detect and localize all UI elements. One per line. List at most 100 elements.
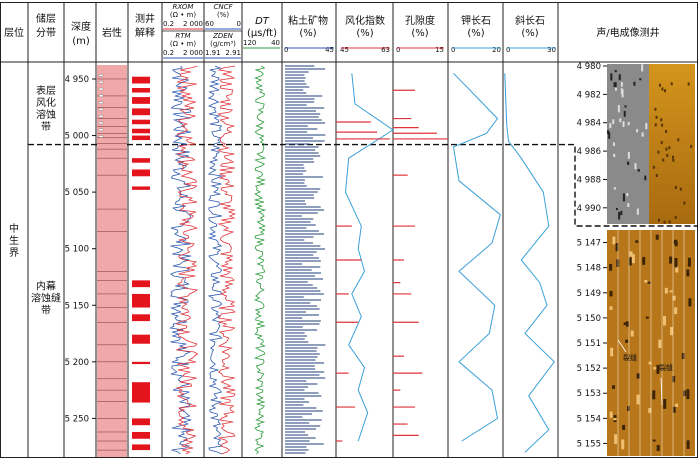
image-upper-tick-label: 4 982 xyxy=(577,90,601,100)
image-lower-tick-label: 5 150 xyxy=(577,314,601,324)
acoustic-texture xyxy=(645,122,648,130)
rtm-max: 2 000 xyxy=(183,49,203,57)
acoustic-texture xyxy=(613,153,616,158)
lower-texture xyxy=(613,417,617,421)
lower-texture xyxy=(674,307,678,315)
acoustic-texture xyxy=(614,69,617,73)
lithology-symbol xyxy=(98,115,104,118)
interp-interval xyxy=(132,128,150,134)
clay-title: 粘土矿物 xyxy=(288,14,328,27)
lower-texture xyxy=(629,251,633,257)
fracture-label: 裂缝 xyxy=(623,353,637,362)
electric-texture xyxy=(654,123,657,127)
acoustic-texture xyxy=(636,129,639,133)
plagioclase-line xyxy=(504,73,555,453)
image-upper-tick-label: 4 990 xyxy=(577,204,601,214)
rxom-unit: (Ω • m) xyxy=(170,11,196,19)
electric-texture xyxy=(654,107,657,111)
interp-interval xyxy=(132,158,150,163)
interp-interval xyxy=(132,293,150,308)
lower-texture xyxy=(609,290,613,297)
interp-interval xyxy=(132,314,150,322)
dt-unit: (μs/ft) xyxy=(247,28,277,39)
kfs-title: 钾长石 xyxy=(461,14,491,27)
acoustic-texture xyxy=(622,121,625,128)
rxom-max: 2 000 xyxy=(183,20,203,28)
lower-texture xyxy=(642,257,646,265)
lower-texture xyxy=(630,330,634,337)
interp-header-2: 解释 xyxy=(135,26,155,39)
kfs-unit: (%) xyxy=(467,28,484,39)
zone-label: 带 xyxy=(41,304,51,316)
acoustic-texture xyxy=(617,104,620,113)
interp-interval xyxy=(132,76,150,84)
interp-interval xyxy=(132,280,150,288)
lower-texture xyxy=(672,406,676,413)
acoustic-texture xyxy=(627,161,630,166)
lower-texture xyxy=(652,390,656,400)
interp-interval xyxy=(132,431,150,439)
weathering-index-line xyxy=(344,73,394,442)
lower-texture xyxy=(636,394,640,405)
image-header: 声/电成像测井 xyxy=(596,26,659,39)
electric-texture xyxy=(677,138,680,142)
lower-texture xyxy=(609,263,613,271)
zden-min: 1.91 xyxy=(205,49,221,57)
lower-texture xyxy=(622,424,626,430)
acoustic-texture xyxy=(634,163,637,170)
lithology-symbol xyxy=(98,74,104,77)
lower-texture xyxy=(627,406,631,411)
image-upper-tick-label: 4 986 xyxy=(577,147,601,157)
acoustic-texture xyxy=(618,74,621,81)
rxom-curve xyxy=(169,65,192,455)
rxom-min: 0.2 xyxy=(163,20,174,28)
electric-texture xyxy=(662,158,665,162)
electric-texture xyxy=(657,218,660,222)
electric-texture xyxy=(674,185,677,189)
acoustic-texture xyxy=(615,208,618,211)
image-lower-tick-label: 5 154 xyxy=(577,414,601,424)
lower-texture xyxy=(688,298,692,307)
lithology-symbol xyxy=(98,101,104,104)
lower-texture xyxy=(670,326,674,336)
electric-texture xyxy=(687,82,690,86)
electric-texture xyxy=(663,220,666,224)
depth-tick-label: 5 150 xyxy=(65,301,89,311)
rtm-title: RTM xyxy=(175,32,190,40)
acoustic-texture xyxy=(620,210,623,216)
lower-texture xyxy=(658,339,662,348)
lower-texture xyxy=(631,254,635,264)
dt-max: 40 xyxy=(271,39,280,47)
lower-texture xyxy=(681,352,685,360)
weath-max: 63 xyxy=(381,46,390,54)
acoustic-texture xyxy=(607,130,610,135)
depth-tick-label: 4 950 xyxy=(65,75,89,85)
interp-interval xyxy=(132,361,150,365)
layer-header: 层位 xyxy=(4,26,24,39)
kfs-min: 0 xyxy=(451,46,455,54)
layer-label: 中 xyxy=(9,222,19,235)
zone-label: 表层 xyxy=(36,84,56,97)
lower-texture xyxy=(673,239,677,245)
acoustic-texture xyxy=(627,121,630,126)
electric-texture xyxy=(652,165,655,169)
lithology-symbol xyxy=(98,108,104,111)
lower-texture xyxy=(664,287,668,294)
lower-texture xyxy=(636,373,640,379)
lower-texture xyxy=(615,243,619,252)
acoustic-texture xyxy=(612,142,615,146)
lower-texture xyxy=(647,281,651,284)
lower-texture xyxy=(635,240,639,243)
lithology-symbol xyxy=(98,81,104,84)
acoustic-texture xyxy=(619,118,622,123)
lower-texture xyxy=(648,408,652,413)
image-lower-tick-label: 5 149 xyxy=(577,289,601,299)
acoustic-texture xyxy=(614,82,617,88)
image-upper-tick-label: 4 984 xyxy=(577,119,601,129)
electric-texture xyxy=(679,187,682,191)
depth-tick-label: 5 200 xyxy=(65,358,89,368)
acoustic-texture xyxy=(618,211,621,220)
